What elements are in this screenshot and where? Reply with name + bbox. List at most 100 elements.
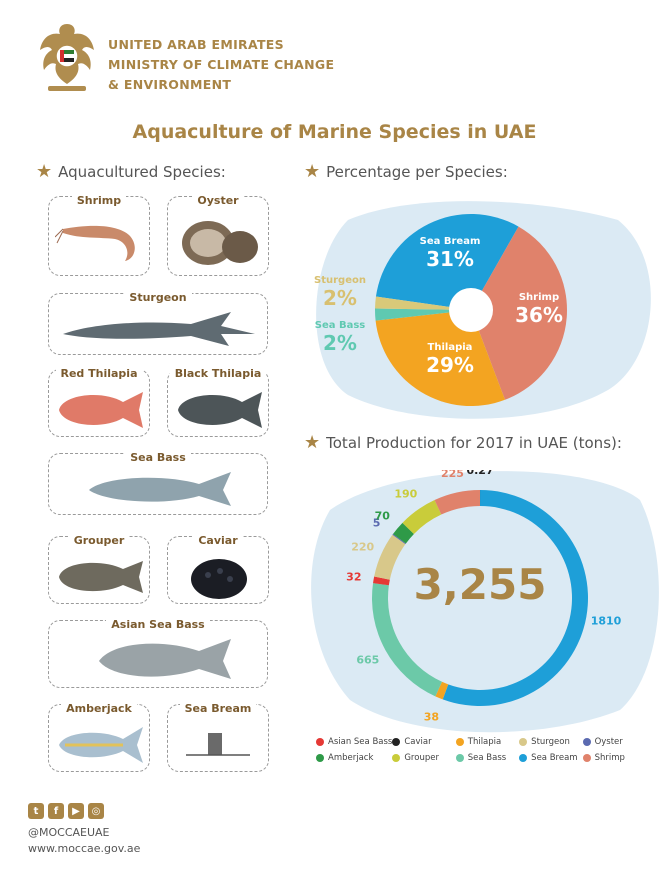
species-card-oyster: Oyster [167,194,269,276]
donut-total: 3,255 [413,560,547,609]
species-card-shrimp: Shrimp [48,194,150,276]
youtube-icon[interactable]: ▶ [68,803,84,819]
page-title: Aquaculture of Marine Species in UAE [132,121,537,143]
sea-bass-icon [89,472,231,506]
pie-slice-sturgeon [375,296,471,310]
species-card-label: Amberjack [61,702,137,715]
species-card-black-thilapia: Black Thilapia [167,367,269,437]
legend-item: Oyster [582,737,646,747]
star-icon: ★ [304,432,321,453]
pie-slice-thilapia [375,310,505,406]
ministry-line: MINISTRY OF CLIMATE CHANGE [108,57,335,72]
donut-section-title: ★ Total Production for 2017 in UAE (tons… [304,432,622,453]
species-section-title: ★ Aquacultured Species: [36,161,226,182]
species-card-sea-bream: Sea Bream [167,702,269,772]
asian-sea-bass-icon [99,639,231,679]
species-card-label: Sea Bass [125,451,191,464]
legend-swatch [392,754,401,762]
species-card-sea-bass: Sea Bass [48,451,268,515]
social-handle[interactable]: @MOCCAEUAE [28,826,110,839]
legend-label: Thilapia [467,737,502,747]
pie-slice-percent: 36% [515,303,563,327]
species-card-label: Grouper [68,534,130,547]
pie-slice-name: Sea Bream [419,236,481,247]
donut-value-label-grouper: 190 [394,488,417,501]
species-card-label: Sea Bream [179,702,257,715]
legend-swatch [519,754,528,762]
legend-label: Grouper [404,753,439,763]
twitter-icon[interactable]: t [28,803,44,819]
legend-label: Sturgeon [531,737,570,747]
pie-section-title-text: Percentage per Species: [326,163,508,181]
donut-segment-shrimp [434,490,480,515]
social-icons: t f ▶ ◎ [28,803,104,819]
red-thilapia-icon [59,392,143,428]
grouper-icon [59,561,143,593]
legend-item: Sea Bream [519,753,582,763]
pie-label-thilapia: Thilapia 29% [405,342,495,377]
donut-value-label-sea-bass: 665 [356,654,379,667]
donut-segment-oyster [392,533,406,545]
donut-value-label-thilapia: 38 [424,710,439,723]
legend-swatch [316,754,324,762]
black-thilapia-icon [178,392,262,428]
species-card-caviar: Caviar [167,534,269,604]
species-card-asian-sea-bass: Asian Sea Bass [48,618,268,688]
ministry-name: UNITED ARAB EMIRATES MINISTRY OF CLIMATE… [108,35,334,95]
facebook-icon[interactable]: f [48,803,64,819]
species-card-label: Black Thilapia [169,367,267,380]
pie-slice-name: Sea Bass [314,320,366,331]
website-link[interactable]: www.moccae.gov.ae [28,842,141,855]
donut-segment-grouper [402,500,442,534]
legend-label: Shrimp [594,753,625,763]
legend-label: Amberjack [328,753,374,763]
pie-label-sea-bream: Sea Bream 31% [400,236,500,271]
pie-slice-name: Sturgeon [314,275,366,286]
donut-segment-thilapia [435,681,449,700]
donut-value-label-asian-sea-bass: 32 [346,570,361,583]
legend-swatch [582,738,591,746]
species-card-sturgeon: Sturgeon [48,291,268,355]
legend-swatch [392,738,401,746]
species-card-label: Shrimp [71,194,127,207]
uae-emblem-logo [40,24,94,91]
legend-item: Shrimp [582,753,646,763]
pie-center-hole [449,288,493,332]
star-icon: ★ [36,161,53,182]
legend-swatch [316,738,324,746]
star-icon: ★ [304,161,321,182]
legend-swatch [582,754,591,762]
sturgeon-icon [63,312,255,346]
donut-value-label-caviar: 0.27 [466,470,493,477]
legend-item: Sea Bass [455,753,519,763]
legend-swatch [455,754,464,762]
pie-slice-percent: 2% [323,286,357,310]
donut-segment-sea-bass [372,583,442,697]
legend-item: Amberjack [316,753,392,763]
species-card-amberjack: Amberjack [48,702,150,772]
legend-label: Sea Bass [467,753,507,763]
legend-label: Asian Sea Bass [328,737,393,747]
species-card-label: Sturgeon [124,291,192,304]
legend-swatch [455,738,464,746]
species-card-label: Caviar [193,534,243,547]
species-card-red-thilapia: Red Thilapia [48,367,150,437]
pie-slice-percent: 31% [426,247,474,271]
legend-item: Sturgeon [519,737,582,747]
species-card-label: Oyster [192,194,244,207]
legend-item: Grouper [392,753,455,763]
donut-value-label-oyster: 5 [373,517,381,530]
donut-value-label-shrimp: 225 [441,470,464,480]
instagram-icon[interactable]: ◎ [88,803,104,819]
legend-item: Thilapia [455,737,519,747]
pie-slice-name: Shrimp [518,292,560,303]
donut-segment-sturgeon [374,534,406,580]
pie-slice-percent: 29% [426,353,474,377]
amberjack-icon [59,727,143,763]
species-section-title-text: Aquacultured Species: [58,163,226,181]
donut-segment-asian-sea-bass [373,576,390,586]
pie-slice-percent: 2% [323,331,357,355]
donut-value-label-sea-bream: 1810 [591,614,622,627]
pie-label-sturgeon: Sturgeon 2% [300,275,380,310]
percentage-pie-chart [375,214,567,406]
